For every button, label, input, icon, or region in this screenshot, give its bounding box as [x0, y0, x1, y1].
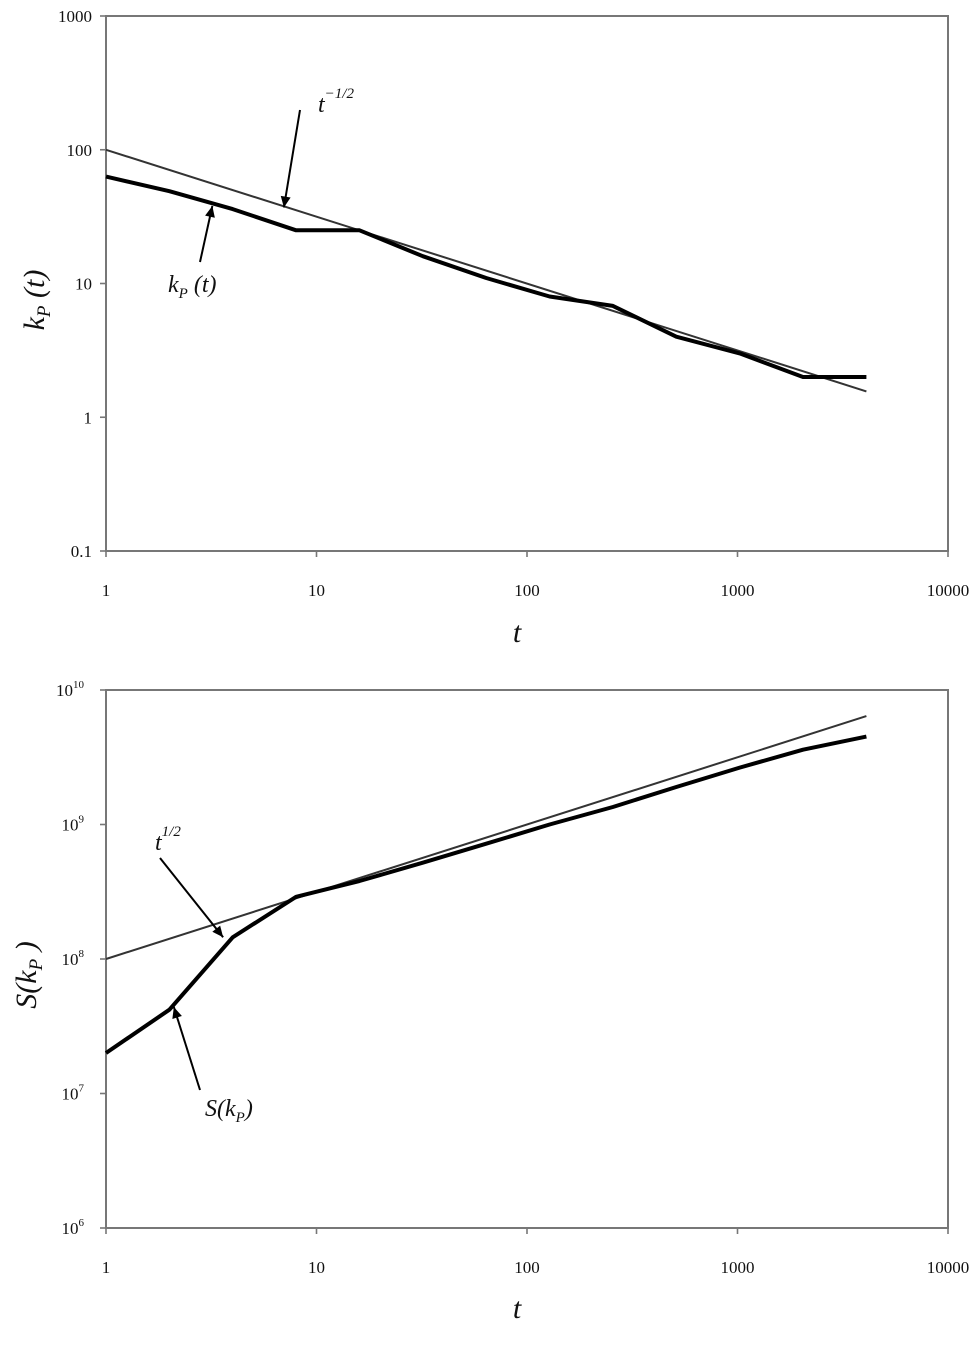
y-tick-label: 10: [75, 275, 92, 294]
annotation-arrow: [282, 109, 301, 208]
annotation-label: kP (t): [168, 272, 216, 302]
x-axis-title: t: [513, 1292, 522, 1325]
annotation-arrow: [172, 1006, 201, 1091]
y-tick-label: 0.1: [71, 542, 92, 561]
y-axis-title: S(kP ): [10, 941, 47, 1008]
series-line-s-kp-: [104, 734, 867, 1055]
annotations: t1/2 S(kP): [155, 824, 253, 1126]
annotation-arrowhead: [172, 1006, 182, 1019]
y-tick-label: 108: [62, 948, 85, 969]
y-tick-label: 100: [67, 141, 93, 160]
y-tick-label: 1010: [56, 679, 85, 700]
y-tick-label: 1000: [58, 7, 92, 26]
y-tick-label: 106: [62, 1217, 85, 1238]
annotations: t−1/2 kP (t): [168, 86, 354, 302]
x-axis-title: t: [513, 616, 522, 649]
x-tick-label: 1000: [721, 1258, 755, 1277]
y-tick-label: 1: [84, 408, 93, 427]
x-axis: 1 10 100 1000 10000: [102, 551, 970, 600]
series-layer: [105, 148, 867, 393]
x-tick-label: 10: [308, 581, 325, 600]
annotation-arrowhead: [205, 205, 215, 218]
y-tick-label: 109: [62, 814, 85, 835]
series-line-t1-2: [105, 715, 867, 960]
annotation-arrowhead: [280, 195, 291, 208]
x-tick-label: 1: [102, 1258, 111, 1277]
y-axis: 0.1 1 10 100 1000: [58, 7, 106, 561]
annotation-label: t−1/2: [318, 86, 354, 118]
x-tick-label: 10000: [927, 581, 970, 600]
series-layer: [104, 715, 867, 1055]
x-tick-label: 1: [102, 581, 111, 600]
y-axis: 106 107 108 109 1010: [56, 679, 106, 1238]
x-axis: 1 10 100 1000 10000: [102, 1228, 970, 1277]
series-line-kp-t-: [105, 174, 867, 379]
x-tick-label: 100: [514, 1258, 540, 1277]
x-tick-label: 10000: [927, 1258, 970, 1277]
y-axis-title: kP (t): [18, 270, 55, 331]
series-line-t-1-2: [105, 148, 867, 393]
annotation-label: S(kP): [205, 1096, 253, 1126]
annotation-arrowhead: [212, 925, 224, 938]
annotation-arrow: [159, 857, 224, 938]
y-tick-label: 107: [62, 1083, 85, 1104]
x-tick-label: 10: [308, 1258, 325, 1277]
x-tick-label: 100: [514, 581, 540, 600]
annotation-label: t1/2: [155, 824, 181, 856]
chart-S-vs-t: 1 10 100 1000 10000 106 107 108 109 1010 t1/2 S(k…: [10, 679, 969, 1325]
chart-kp-vs-t: 1 10 100 1000 10000 0.1 1 10 100 1000 t−1/2 kP (t…: [18, 7, 969, 649]
x-tick-label: 1000: [721, 581, 755, 600]
plot-area-frame: [105, 689, 949, 1229]
